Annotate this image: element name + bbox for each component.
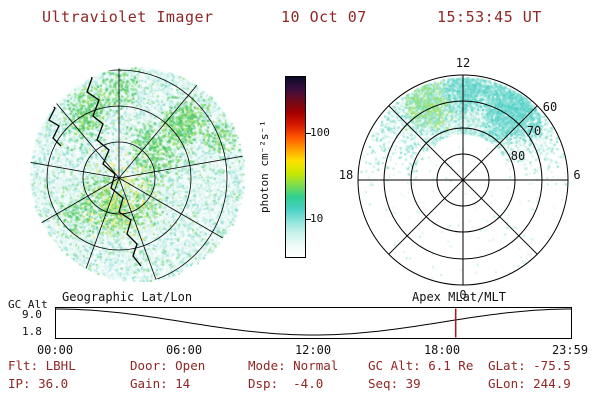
lat-lon-grid <box>30 67 244 281</box>
mlat-mlt-grid <box>357 74 569 286</box>
apex-caption: Apex MLat/MLT <box>412 290 506 304</box>
status-ip: IP: 36.0 <box>8 376 69 391</box>
colorbar-tick-mark <box>306 219 311 220</box>
mlat-70-label: 70 <box>526 124 542 138</box>
gc-alt-axis-label: GC Alt <box>8 298 48 311</box>
colorbar-tick-label-10: 10 <box>310 212 324 225</box>
mlt-12-label: 12 <box>455 56 471 70</box>
status-glon: GLon: 244.9 <box>488 376 571 391</box>
mlt-6-label: 6 <box>573 168 581 182</box>
colorbar-unit-label: photon cm⁻²s⁻¹ <box>258 120 271 214</box>
status-seq: Seq: 39 <box>368 376 421 391</box>
status-flt: Flt: LBHL <box>8 358 76 373</box>
time-tick-2359: 23:59 <box>551 343 589 357</box>
gc-alt-max-label: 9.0 <box>22 308 42 321</box>
colorbar-tick-mark <box>306 133 311 134</box>
gc-alt-min-label: 1.8 <box>22 325 42 338</box>
header-date: 10 Oct 07 <box>281 8 367 26</box>
status-dsp: Dsp: -4.0 <box>248 376 324 391</box>
time-tick-1200: 12:00 <box>294 343 332 357</box>
colorbar <box>285 76 306 258</box>
time-tick-0600: 06:00 <box>165 343 203 357</box>
status-gain: Gain: 14 <box>130 376 191 391</box>
gc-alt-plot-frame <box>55 307 572 339</box>
header-time: 15:53:45 UT <box>437 8 542 26</box>
status-door: Door: Open <box>130 358 206 373</box>
geographic-caption: Geographic Lat/Lon <box>62 290 193 304</box>
time-tick-0000: 00:00 <box>36 343 74 357</box>
mlat-80-label: 80 <box>510 149 526 163</box>
gc-alt-plot <box>55 307 572 339</box>
status-glat: GLat: -75.5 <box>488 358 571 373</box>
colorbar-tick-label-100: 100 <box>310 126 330 139</box>
mlat-60-label: 60 <box>542 100 558 114</box>
mlt-18-label: 18 <box>338 168 354 182</box>
apex-grid-overlay <box>357 74 569 286</box>
status-mode: Mode: Normal <box>248 358 339 373</box>
mlt-0-label: 0 <box>459 288 467 302</box>
status-gc-alt: GC Alt: 6.1 Re <box>368 358 474 373</box>
time-tick-1800: 18:00 <box>423 343 461 357</box>
geographic-grid-overlay <box>30 67 244 281</box>
gc-alt-curve <box>55 308 572 336</box>
app-title: Ultraviolet Imager <box>42 8 214 26</box>
